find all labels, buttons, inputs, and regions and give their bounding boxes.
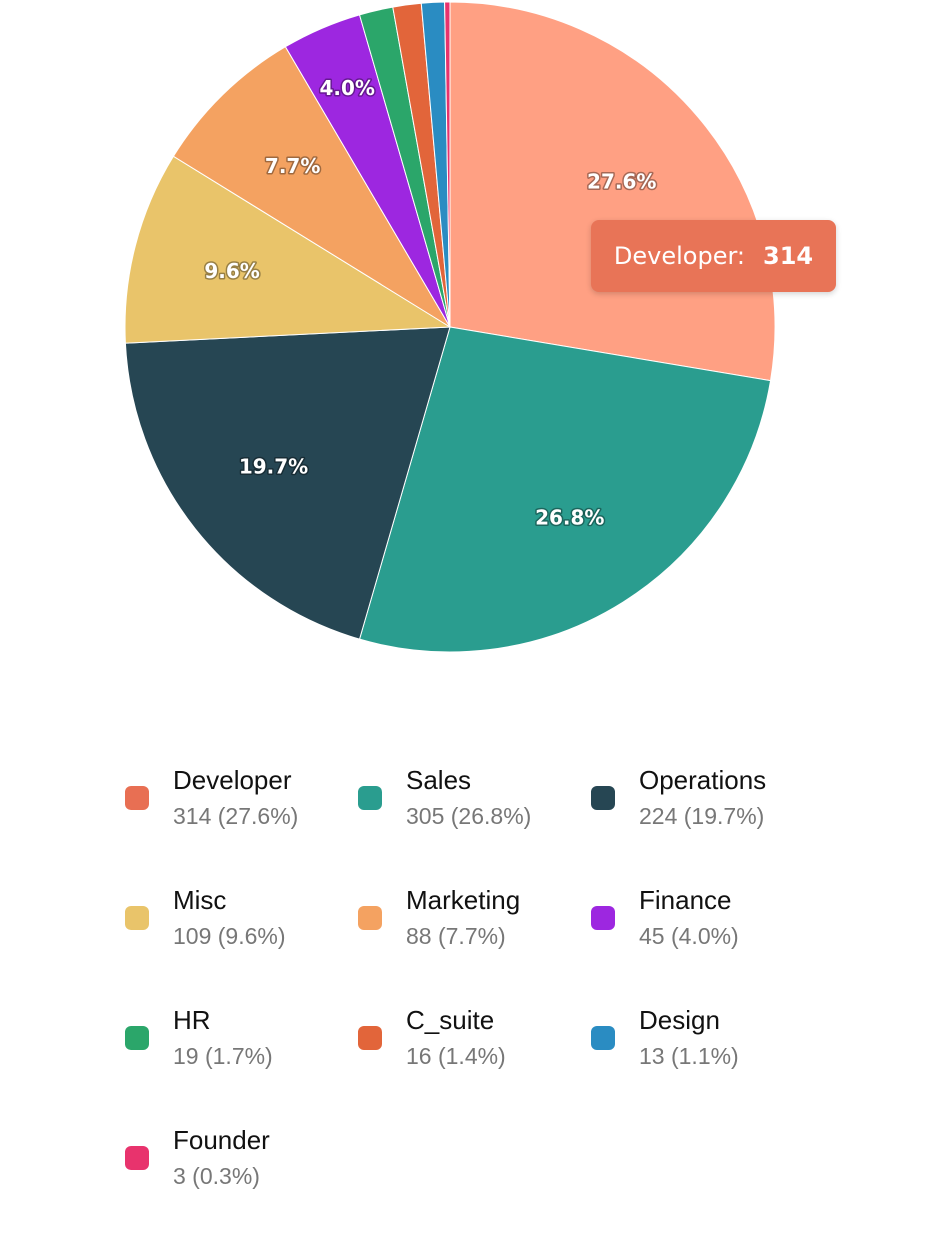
tooltip-name: Developer: [613,242,745,270]
legend-item-detail: 305 (26.8%) [406,803,532,829]
legend-item-detail: 45 (4.0%) [639,923,739,949]
pie-chart-svg: 27.6% 26.8% 19.7% 9.6% 7.7% 4.0% [124,1,776,653]
legend-item[interactable]: Developer 314 (27.6%) [125,765,358,885]
legend-swatch [591,786,615,810]
legend-item-detail: 224 (19.7%) [639,803,765,829]
legend-item[interactable]: Sales 305 (26.8%) [358,765,591,885]
legend-item-name: Founder [173,1125,270,1155]
legend-swatch [125,1146,149,1170]
legend-item-name: Sales [406,765,472,795]
legend-item[interactable]: Founder 3 (0.3%) [125,1125,358,1245]
legend-item-name: C_suite [406,1005,495,1035]
legend-item[interactable]: HR 19 (1.7%) [125,1005,358,1125]
legend-item-detail: 109 (9.6%) [173,923,286,949]
legend-item-name: Marketing [406,885,521,915]
legend-item[interactable]: Operations 224 (19.7%) [591,765,824,885]
pie-slice-marketing[interactable] [172,46,451,328]
pie-slice-sales[interactable] [358,326,772,653]
pie-slice-misc[interactable] [124,155,452,344]
legend-item[interactable]: Marketing 88 (7.7%) [358,885,591,1005]
legend-item-name: Misc [173,885,227,915]
legend-item-name: Operations [639,765,767,795]
legend-item-detail: 19 (1.7%) [173,1043,273,1069]
legend-item-name: Finance [639,885,732,915]
legend-item-detail: 16 (1.4%) [406,1043,506,1069]
legend-swatch [358,1026,382,1050]
tooltip: Developer: 314 [591,220,836,292]
legend-swatch [125,1026,149,1050]
legend-swatch [125,786,149,810]
legend: Developer 314 (27.6%) Sales 305 (26.8%) Oper… [125,765,845,1245]
pie-slice-founder[interactable] [444,1,451,328]
slice-percent-label: 26.8% [535,505,604,529]
tooltip-value: 314 [763,242,814,270]
slice-labels-group: 27.6% 26.8% 19.7% 9.6% 7.7% 4.0% [203,75,658,531]
legend-item-name: Design [639,1005,720,1035]
legend-item-name: Developer [173,765,292,795]
slice-percent-label: 19.7% [239,455,308,479]
legend-item-name: HR [173,1005,211,1035]
slice-percent-label: 7.7% [265,154,320,178]
legend-item-detail: 88 (7.7%) [406,923,506,949]
legend-swatch [358,786,382,810]
legend-item[interactable]: Design 13 (1.1%) [591,1005,824,1125]
slices-group [124,1,776,653]
pie-slice-operations[interactable] [124,326,451,640]
legend-swatch [125,906,149,930]
legend-swatch [591,1026,615,1050]
slice-percent-label: 4.0% [319,76,374,100]
legend-swatch [591,906,615,930]
legend-item-detail: 314 (27.6%) [173,803,299,829]
legend-item-detail: 13 (1.1%) [639,1043,739,1069]
legend-item-detail: 3 (0.3%) [173,1163,260,1189]
slice-percent-label: 9.6% [204,259,259,283]
legend-item[interactable]: Finance 45 (4.0%) [591,885,824,1005]
legend-swatch [358,906,382,930]
legend-item[interactable]: Misc 109 (9.6%) [125,885,358,1005]
slice-percent-label: 27.6% [587,170,656,194]
pie-chart: 27.6% 26.8% 19.7% 9.6% 7.7% 4.0% Developer: 3… [124,1,836,653]
legend-item[interactable]: C_suite 16 (1.4%) [358,1005,591,1125]
